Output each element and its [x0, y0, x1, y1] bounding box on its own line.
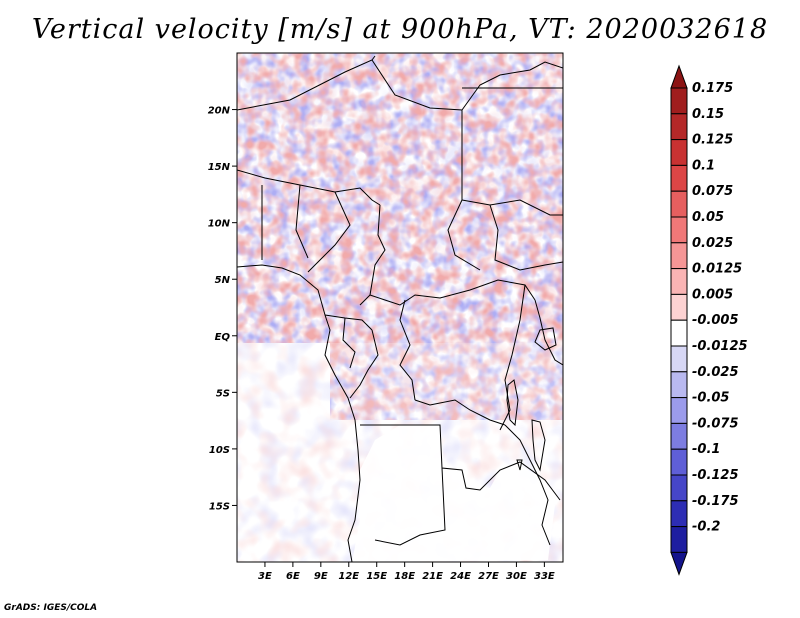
- colorbar-swatch: [670, 422, 688, 450]
- colorbar-swatch: [670, 293, 688, 321]
- lon-tick-label: 6E: [286, 571, 300, 582]
- colorbar-swatch: [670, 268, 688, 295]
- colorbar-swatch: [670, 113, 688, 141]
- lat-tick-label: 5S: [216, 388, 230, 399]
- colorbar-swatch: [670, 345, 688, 373]
- lat-tick-label: 15N: [208, 162, 231, 173]
- lon-tick-label: 18E: [394, 571, 415, 582]
- colorbar: 0.175 0.15 0.125 0.1 0.075 0.05 0.025 0.0125 0.0…: [670, 64, 748, 576]
- colorbar-label: -0.1: [692, 442, 720, 457]
- colorbar-swatch: [670, 190, 688, 218]
- lat-tick-label: 5N: [215, 275, 231, 286]
- colorbar-swatch: [670, 500, 688, 528]
- colorbar-label: 0.05: [692, 210, 724, 225]
- map-title: Vertical velocity [m/s] at 900hPa, VT: 2…: [31, 14, 769, 45]
- colorbar-swatch: [670, 87, 688, 115]
- colorbar-swatch: [670, 164, 688, 192]
- map-axes: 3E 6E 9E 12E 15E 18E 21E 24E 27E 30E 33E 20N 15N 10N 5…: [208, 106, 555, 582]
- colorbar-label: 0.075: [692, 184, 733, 199]
- lon-tick-label: 9E: [314, 571, 328, 582]
- lon-tick-label: 15E: [366, 571, 387, 582]
- lon-tick-label: 12E: [338, 571, 359, 582]
- colorbar-label: -0.075: [692, 416, 739, 431]
- colorbar-bottom-arrow: [670, 551, 688, 576]
- velocity-field: [237, 53, 563, 562]
- colorbar-label: -0.2: [692, 520, 720, 535]
- colorbar-swatch: [670, 216, 688, 244]
- colorbar-label: -0.005: [692, 313, 739, 328]
- colorbar-label: -0.175: [692, 494, 739, 509]
- colorbar-label: -0.025: [692, 365, 739, 380]
- colorbar-label: -0.0125: [692, 339, 748, 354]
- colorbar-label: 0.175: [692, 81, 733, 96]
- colorbar-top-arrow: [670, 64, 688, 89]
- lat-tick-label: EQ: [215, 332, 231, 343]
- grads-credit: GrADS: IGES/COLA: [4, 603, 98, 613]
- colorbar-swatch: [670, 371, 688, 399]
- country-borders: [237, 55, 563, 562]
- colorbar-label: 0.1: [692, 158, 715, 173]
- colorbar-label: 0.125: [692, 133, 733, 148]
- colorbar-swatch: [670, 448, 688, 476]
- colorbar-label: -0.05: [692, 391, 729, 406]
- colorbar-label: 0.15: [692, 107, 724, 122]
- lon-tick-label: 3E: [258, 571, 272, 582]
- colorbar-swatch: [670, 242, 688, 270]
- lon-tick-label: 33E: [534, 571, 555, 582]
- colorbar-swatch: [670, 319, 688, 347]
- colorbar-label: 0.005: [692, 287, 733, 302]
- colorbar-swatch: [670, 526, 688, 553]
- lon-tick-label: 30E: [506, 571, 527, 582]
- colorbar-label: 0.025: [692, 236, 733, 251]
- colorbar-swatch: [670, 397, 688, 424]
- lon-tick-label: 24E: [450, 571, 471, 582]
- colorbar-swatch: [670, 474, 688, 502]
- lat-tick-label: 10N: [208, 219, 231, 230]
- plot-frame: [236, 52, 564, 563]
- lon-tick-label: 21E: [422, 571, 443, 582]
- lat-tick-label: 15S: [209, 501, 230, 512]
- lat-tick-label: 20N: [208, 106, 231, 117]
- lat-tick-label: 10S: [209, 445, 230, 456]
- lon-tick-label: 27E: [478, 571, 499, 582]
- colorbar-label: -0.125: [692, 468, 739, 483]
- colorbar-label: 0.0125: [692, 262, 742, 277]
- colorbar-swatch: [670, 139, 688, 166]
